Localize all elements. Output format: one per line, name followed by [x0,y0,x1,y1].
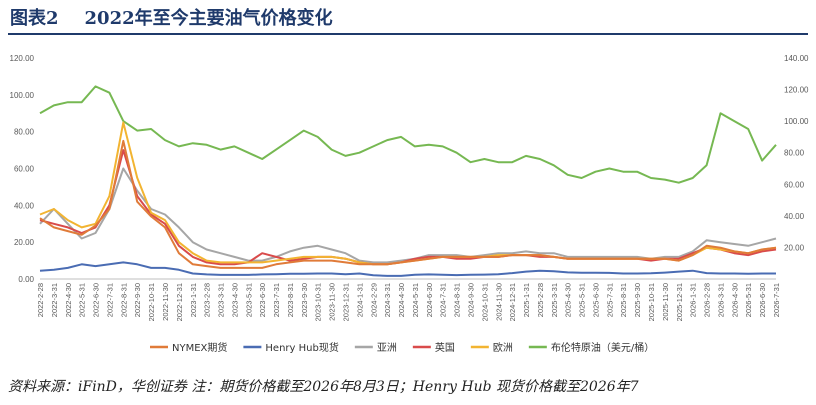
chart-canvas: 0.00 20.00 40.00 60.00 80.00 100.00 120.00 20.… [10,54,809,354]
x-tick-label-46: 2025-12-31 [675,283,684,321]
x-tick-label-33: 2024-11-30 [494,283,503,321]
left-y-axis: 0.00 20.00 40.00 60.00 80.00 100.00 120.00 [10,54,35,284]
x-tick-label-34: 2024-12-31 [508,283,517,321]
x-tick-label-30: 2024-8-31 [453,283,462,317]
x-axis: 2022-2-28 2022-3-31 2022-4-30 2022-5-31 2022… [36,278,781,321]
left-tick-label-1: 20.00 [14,238,35,247]
source-note: 资料来源：iFinD，华创证券 注：期货价格截至2026年8月3日；Henry … [8,379,639,395]
legend-label-3: 英国 [435,341,455,354]
x-tick-label-41: 2025-7-31 [605,283,614,317]
page-title: 2022年至今主要油气价格变化 [84,8,333,29]
left-tick-label-0: 0.00 [18,275,34,284]
x-tick-label-15: 2023-5-31 [244,283,253,317]
title-divider [8,33,808,35]
x-tick-label-51: 2026-5-31 [744,283,753,317]
right-tick-label-3: 80.00 [784,149,805,158]
x-tick-label-6: 2022-8-31 [119,283,128,317]
x-tick-label-38: 2025-4-30 [564,283,573,317]
x-tick-label-29: 2024-7-31 [439,283,448,317]
left-tick-label-2: 40.00 [14,201,35,210]
x-tick-label-27: 2024-5-31 [411,283,420,317]
series-line-4 [39,121,777,266]
x-tick-label-53: 2026-7-31 [772,283,781,317]
x-tick-label-47: 2026-1-31 [689,283,698,317]
x-tick-label-11: 2023-1-31 [189,283,198,317]
right-tick-label-1: 40.00 [784,212,805,221]
left-tick-label-3: 60.00 [14,165,35,174]
x-tick-label-7: 2022-9-30 [133,283,142,317]
legend: NYMEX期货 Henry Hub现货 亚洲 英国 欧洲 布伦特原油（美元/桶） [150,341,654,354]
figure-label: 图表2 [10,8,59,29]
x-tick-label-9: 2022-11-30 [161,283,170,321]
x-tick-label-45: 2025-11-30 [661,283,670,321]
x-tick-label-43: 2025-9-30 [633,283,642,317]
x-tick-label-16: 2023-6-30 [258,283,267,317]
x-tick-label-49: 2026-3-31 [716,283,725,317]
x-tick-label-14: 2023-4-30 [230,283,239,317]
x-tick-label-17: 2023-7-31 [272,283,281,317]
right-tick-label-4: 100.00 [784,117,809,126]
x-tick-label-23: 2024-1-31 [355,283,364,317]
series-line-5 [39,85,777,184]
x-tick-label-0: 2022-2-28 [36,283,45,317]
legend-label-2: 亚洲 [377,342,397,354]
x-tick-label-24: 2024-2-29 [369,283,378,317]
x-tick-label-36: 2025-2-28 [536,283,545,317]
x-tick-label-40: 2025-6-30 [591,283,600,317]
x-tick-label-3: 2022-5-31 [78,283,87,317]
x-tick-label-25: 2024-3-31 [383,283,392,317]
legend-label-1: Henry Hub现货 [265,341,338,354]
x-tick-label-44: 2025-10-31 [647,283,656,321]
x-tick-label-31: 2024-9-30 [466,283,475,317]
x-tick-label-26: 2024-4-30 [397,283,406,317]
x-tick-label-5: 2022-7-31 [105,283,114,317]
x-tick-label-37: 2025-3-31 [550,283,559,317]
x-tick-label-19: 2023-9-30 [300,283,309,317]
x-tick-label-50: 2026-4-30 [730,283,739,317]
x-tick-label-13: 2023-3-31 [217,283,226,317]
right-tick-label-2: 60.00 [784,180,805,189]
x-tick-label-48: 2026-2-28 [703,283,712,317]
x-tick-label-32: 2024-10-31 [480,283,489,321]
x-tick-label-20: 2023-10-31 [314,283,323,321]
x-tick-label-8: 2022-10-31 [147,283,156,321]
right-y-axis: 20.00 40.00 60.00 80.00 100.00 120.00 140.00 [784,54,809,252]
x-tick-label-21: 2023-11-30 [328,283,337,321]
chart-title-bar: 图表2 2022年至今主要油气价格变化 [10,4,333,30]
right-tick-label-5: 120.00 [784,86,809,95]
x-tick-label-2: 2022-4-30 [64,283,73,317]
legend-label-0: NYMEX期货 [172,341,227,354]
series-line-1 [39,261,776,277]
series-line-0 [39,139,777,269]
x-tick-label-12: 2023-2-28 [203,283,212,317]
x-tick-label-35: 2025-1-31 [522,283,531,317]
x-tick-label-10: 2022-12-31 [175,283,184,321]
x-tick-label-4: 2022-6-30 [92,283,101,317]
series-lines [39,85,777,277]
x-tick-label-1: 2022-3-31 [50,283,59,317]
right-tick-label-0: 20.00 [784,243,805,252]
x-tick-label-28: 2024-6-30 [425,283,434,317]
legend-label-5: 布伦特原油（美元/桶） [551,341,654,354]
x-tick-label-39: 2025-5-31 [578,283,587,317]
x-tick-label-52: 2026-6-30 [758,283,767,317]
x-tick-label-22: 2023-12-31 [342,283,351,321]
legend-label-4: 欧洲 [493,342,513,354]
x-tick-label-18: 2023-8-31 [286,283,295,317]
left-tick-label-6: 120.00 [10,54,35,63]
x-tick-label-42: 2025-8-31 [619,283,628,317]
left-tick-label-4: 80.00 [14,128,35,137]
right-tick-label-6: 140.00 [784,54,809,63]
left-tick-label-5: 100.00 [10,91,35,100]
